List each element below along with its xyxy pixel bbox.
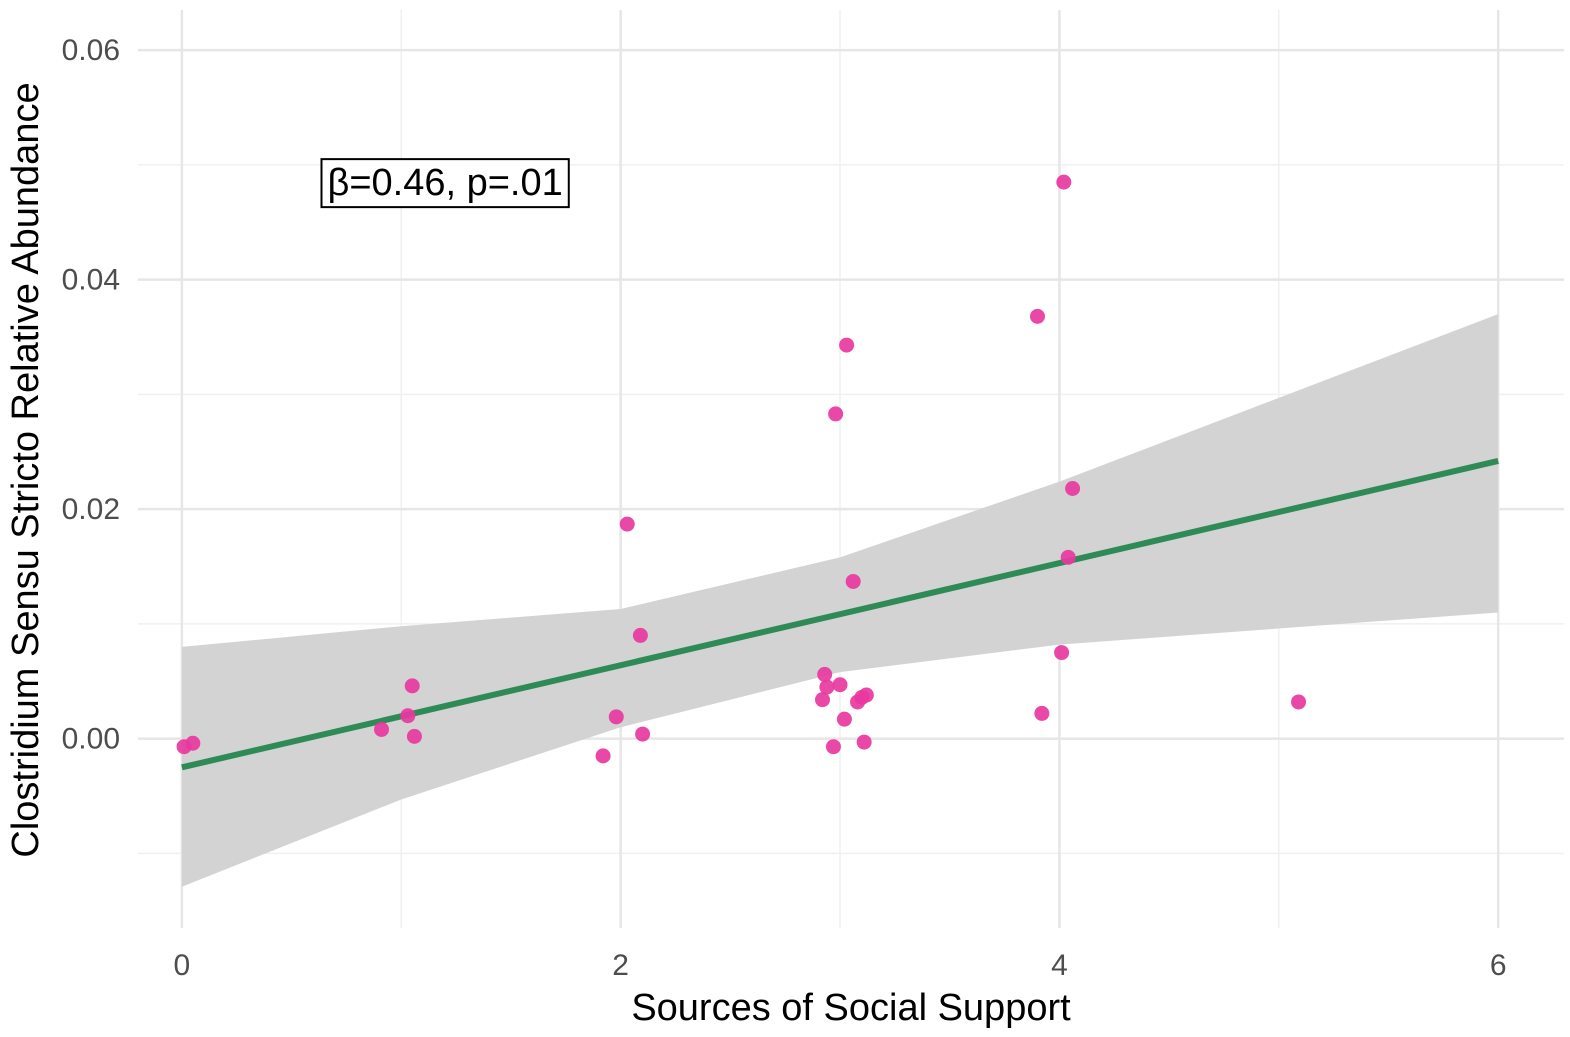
- data-point: [832, 677, 848, 693]
- data-point: [1034, 705, 1050, 721]
- y-tick-label: 0.00: [62, 723, 120, 756]
- data-point: [845, 573, 861, 589]
- data-point: [595, 748, 611, 764]
- data-point: [839, 337, 855, 353]
- data-point: [1054, 645, 1070, 661]
- data-point: [836, 711, 852, 727]
- annotation-border: [320, 158, 570, 209]
- confidence-band-layer: [181, 314, 1499, 887]
- data-point: [406, 728, 422, 744]
- y-tick-label: 0.04: [62, 264, 120, 297]
- data-points-layer: [176, 174, 1307, 764]
- data-point: [819, 679, 835, 695]
- data-point: [856, 734, 872, 750]
- data-point: [632, 627, 648, 643]
- x-axis-title: Sources of Social Support: [631, 987, 1071, 1029]
- data-point: [817, 666, 833, 682]
- y-tick-label: 0.06: [62, 34, 120, 67]
- data-point: [1065, 481, 1081, 497]
- data-point: [635, 726, 651, 742]
- y-axis-tick-labels: 0.00 0.02 0.04 0.06: [62, 34, 120, 756]
- x-axis-tick-labels: 0 2 4 6: [174, 949, 1507, 982]
- data-point: [825, 739, 841, 755]
- y-tick-label: 0.02: [62, 493, 120, 526]
- x-tick-label: 2: [612, 949, 629, 982]
- data-point: [374, 721, 390, 737]
- data-point: [1060, 549, 1076, 565]
- data-point: [185, 735, 201, 751]
- data-point: [828, 406, 844, 422]
- x-tick-label: 0: [174, 949, 191, 982]
- data-point: [1291, 694, 1307, 710]
- annotation-text: β=0.46, p=.01: [327, 162, 562, 204]
- data-point: [858, 687, 874, 703]
- data-point: [608, 709, 624, 725]
- data-point: [814, 692, 830, 708]
- confidence-band: [181, 314, 1499, 887]
- x-tick-label: 4: [1051, 949, 1068, 982]
- y-axis-title: Clostridium Sensu Stricto Relative Abund…: [5, 82, 47, 857]
- data-point: [400, 708, 416, 724]
- data-point: [1029, 308, 1045, 324]
- annotation-box: β=0.46, p=.01: [320, 158, 570, 209]
- data-point: [619, 516, 635, 532]
- x-tick-label: 6: [1490, 949, 1507, 982]
- data-point: [404, 678, 420, 694]
- data-point: [1056, 174, 1072, 190]
